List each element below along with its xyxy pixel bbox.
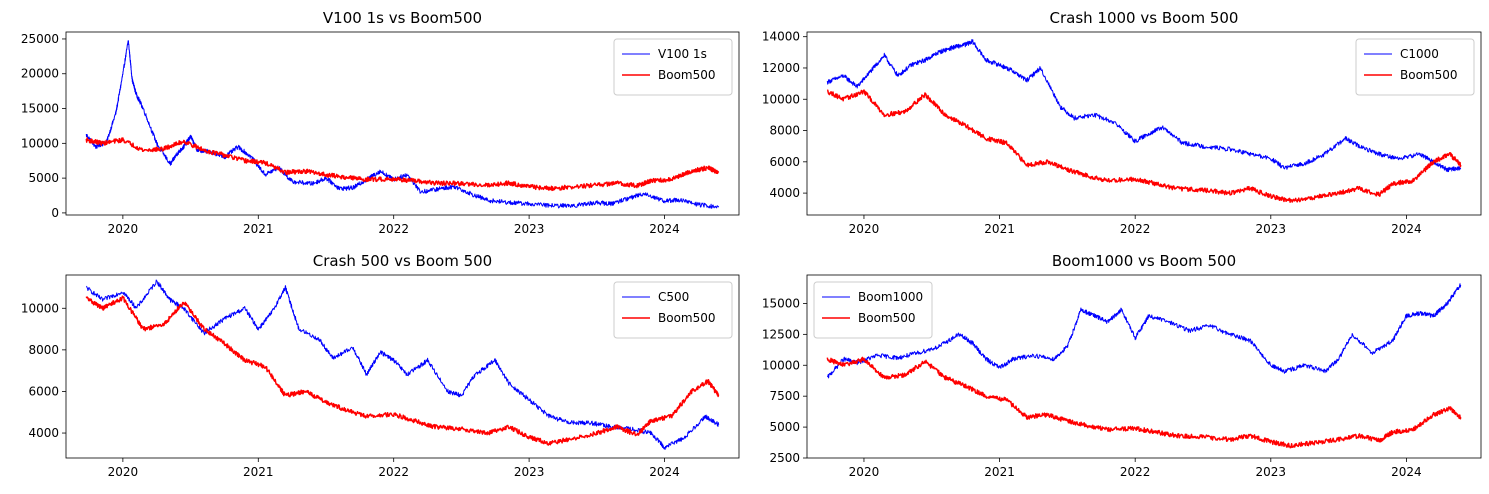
x-tick-label: 2021 (243, 222, 274, 236)
y-tick-label: 20000 (21, 67, 59, 81)
y-tick-label: 12500 (762, 327, 800, 341)
subplot-2: 2020 2021 2022 2023 2024 4000 6000 8000 10000 120… (762, 9, 1482, 236)
legend-box (813, 281, 933, 339)
legend: C1000 Boom500 (1355, 38, 1475, 96)
x-tick-label: 2021 (984, 465, 1015, 479)
axes-frame (65, 31, 740, 216)
legend-label: Boom500 (1400, 68, 1458, 82)
series-line-boom1000 (826, 283, 1462, 379)
y-tick-label: 14000 (762, 30, 800, 44)
series-line-boom500 (826, 356, 1462, 449)
x-tick-label: 2021 (243, 465, 274, 479)
y-tick-label: 4000 (28, 426, 59, 440)
series-line-c500 (85, 279, 720, 450)
subplot-4: 2020 2021 2022 2023 2024 2500 5000 7500 10000 125… (762, 252, 1482, 479)
y-tick-label: 8000 (28, 343, 59, 357)
series-line-boom500 (85, 137, 720, 192)
x-tick-label: 2022 (378, 465, 409, 479)
chart-title: Crash 1000 vs Boom 500 (1050, 9, 1239, 27)
x-tick-label: 2022 (1120, 465, 1151, 479)
x-tick-label: 2022 (378, 222, 409, 236)
x-tick-label: 2024 (1391, 465, 1422, 479)
chart-title: V100 1s vs Boom500 (323, 9, 482, 27)
x-tick-label: 2020 (849, 465, 880, 479)
legend-box (613, 281, 733, 339)
y-tick-label: 15000 (762, 296, 800, 310)
axes-frame (65, 274, 740, 459)
y-tick-label: 15000 (21, 102, 59, 116)
axes-frame (806, 31, 1482, 216)
subplot-1: 2020 2021 2022 2023 2024 0 5000 10000 15000 20000… (21, 9, 740, 236)
x-tick-label: 2023 (514, 465, 545, 479)
legend-label: Boom1000 (858, 290, 923, 304)
axes-frame (806, 274, 1482, 459)
x-tick-label: 2020 (108, 222, 139, 236)
series-line-boom500 (826, 89, 1462, 203)
subplot-3: 2020 2021 2022 2023 2024 4000 6000 8000 10000 Cra… (21, 252, 740, 479)
legend: Boom1000 Boom500 (813, 281, 933, 339)
series-line-v100-1s (85, 40, 720, 209)
y-tick-label: 6000 (769, 155, 800, 169)
legend-box (613, 38, 733, 96)
series-line-boom500 (85, 295, 720, 446)
x-tick-label: 2024 (1391, 222, 1422, 236)
x-tick-label: 2024 (649, 465, 680, 479)
y-tick-label: 12000 (762, 61, 800, 75)
chart-title: Boom1000 vs Boom 500 (1052, 252, 1236, 270)
y-tick-label: 5000 (28, 171, 59, 185)
legend-label: C1000 (1400, 47, 1439, 61)
y-tick-label: 25000 (21, 32, 59, 46)
y-tick-label: 2500 (769, 451, 800, 465)
legend-box (1355, 38, 1475, 96)
y-tick-label: 6000 (28, 384, 59, 398)
y-tick-label: 10000 (762, 358, 800, 372)
x-tick-label: 2023 (1256, 465, 1287, 479)
x-tick-label: 2020 (849, 222, 880, 236)
y-tick-label: 7500 (769, 389, 800, 403)
chart-title: Crash 500 vs Boom 500 (313, 252, 492, 270)
x-tick-label: 2020 (108, 465, 139, 479)
y-tick-label: 10000 (762, 92, 800, 106)
legend-label: Boom500 (858, 311, 916, 325)
legend-label: Boom500 (658, 68, 716, 82)
legend-label: Boom500 (658, 311, 716, 325)
y-tick-label: 8000 (769, 124, 800, 138)
legend-label: V100 1s (658, 47, 707, 61)
y-tick-label: 0 (51, 206, 59, 220)
x-tick-label: 2021 (984, 222, 1015, 236)
y-tick-label: 10000 (21, 301, 59, 315)
y-tick-label: 10000 (21, 136, 59, 150)
legend-label: C500 (658, 290, 689, 304)
x-tick-label: 2023 (514, 222, 545, 236)
x-tick-label: 2022 (1120, 222, 1151, 236)
legend: V100 1s Boom500 (613, 38, 733, 96)
y-tick-label: 5000 (769, 420, 800, 434)
y-tick-label: 4000 (769, 186, 800, 200)
legend: C500 Boom500 (613, 281, 733, 339)
x-tick-label: 2024 (649, 222, 680, 236)
series-line-c1000 (826, 39, 1462, 173)
x-tick-label: 2023 (1256, 222, 1287, 236)
